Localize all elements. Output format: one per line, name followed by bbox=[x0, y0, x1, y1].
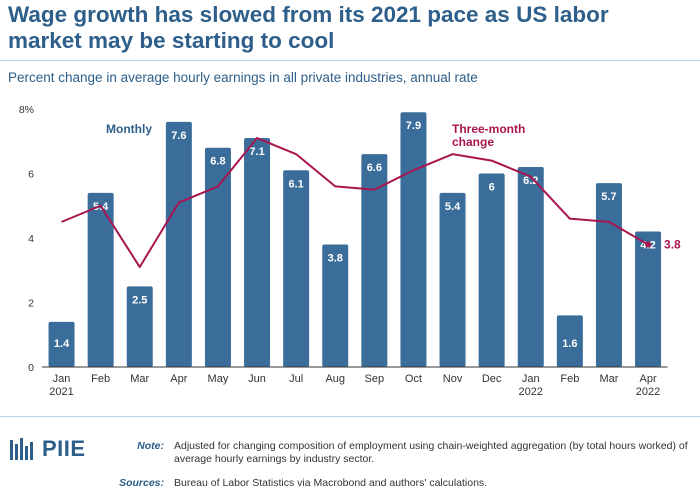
bar-value-label: 7.1 bbox=[249, 146, 264, 158]
x-tick-label: Feb bbox=[560, 373, 579, 385]
bar-value-label: 7.6 bbox=[171, 130, 186, 142]
footer-divider bbox=[0, 416, 700, 417]
x-tick-label: Jun bbox=[248, 373, 266, 385]
sources-label: Sources: bbox=[119, 477, 164, 489]
legend-three-month: Three-month change bbox=[452, 122, 525, 149]
x-tick-label: Dec bbox=[482, 373, 502, 385]
bar-15 bbox=[635, 231, 662, 367]
x-tick-label: Mar bbox=[599, 373, 618, 385]
x-tick-label-line: Mar bbox=[599, 373, 618, 385]
bar-value-label: 6.6 bbox=[367, 162, 382, 174]
x-tick-label: May bbox=[208, 373, 229, 385]
bar-value-label: 2.5 bbox=[132, 294, 147, 306]
y-tick-label: 0 bbox=[28, 362, 34, 374]
x-tick-label-line: Apr bbox=[170, 373, 187, 385]
piie-logo-icon bbox=[10, 438, 33, 460]
x-tick-label-line: Mar bbox=[130, 373, 149, 385]
x-tick-label-line: 2021 bbox=[49, 386, 73, 398]
x-tick-label-line: Jan bbox=[522, 373, 540, 385]
x-tick-label: Mar bbox=[130, 373, 149, 385]
bar-value-label: 6 bbox=[489, 182, 495, 194]
three-month-line bbox=[61, 137, 649, 269]
chart-title: Wage growth has slowed from its 2021 pac… bbox=[8, 2, 609, 53]
sources-text: Bureau of Labor Statistics via Macrobond… bbox=[174, 477, 488, 489]
x-tick-label-line: Sep bbox=[365, 373, 385, 385]
bar-value-label: 1.4 bbox=[54, 338, 70, 350]
bar-14 bbox=[595, 183, 622, 367]
bar-11 bbox=[478, 173, 505, 367]
note-label: Note: bbox=[137, 440, 164, 452]
logo-wordmark: PIIE bbox=[42, 436, 86, 461]
x-tick-label: Feb bbox=[91, 373, 110, 385]
x-tick-label-line: 2022 bbox=[636, 386, 660, 398]
x-tick-label: Apr bbox=[170, 373, 187, 385]
x-tick-label-line: Jun bbox=[248, 373, 266, 385]
x-tick-label: Aug bbox=[325, 373, 345, 385]
bar-0 bbox=[48, 321, 75, 367]
bar-4 bbox=[204, 147, 231, 367]
bar-value-label: 5.7 bbox=[601, 191, 616, 203]
line-end-label: 3.8 bbox=[664, 237, 681, 251]
y-tick-label: 8% bbox=[19, 104, 34, 116]
x-tick-label-line: May bbox=[208, 373, 229, 385]
y-tick-label: 2 bbox=[28, 298, 34, 310]
x-tick-label: Jan 2021 bbox=[49, 373, 73, 398]
bar-1 bbox=[87, 192, 114, 367]
line-end-point bbox=[645, 241, 652, 248]
bar-2 bbox=[126, 286, 153, 367]
x-tick-label-line: Jul bbox=[289, 373, 303, 385]
bar-value-label: 6.1 bbox=[289, 178, 304, 190]
x-tick-label-line: Oct bbox=[405, 373, 422, 385]
bar-13 bbox=[556, 315, 583, 367]
y-tick-label: 6 bbox=[28, 169, 34, 181]
x-tick-label: Jan 2022 bbox=[519, 373, 543, 398]
bar-value-label: 1.6 bbox=[562, 338, 577, 350]
legend-three-month-line: change bbox=[452, 135, 494, 149]
x-tick-label: Apr 2022 bbox=[636, 373, 660, 398]
x-tick-label-line: Nov bbox=[443, 373, 463, 385]
bar-6 bbox=[283, 170, 310, 367]
wage-growth-chart: 02468%1.45.42.57.66.87.16.13.86.67.95.46… bbox=[19, 104, 681, 398]
bar-value-label: 6.8 bbox=[210, 156, 225, 168]
y-tick-label: 4 bbox=[28, 233, 34, 245]
x-tick-label: Nov bbox=[443, 373, 463, 385]
piie-logo: PIIE bbox=[8, 436, 98, 462]
x-tick-label: Sep bbox=[365, 373, 385, 385]
bar-3 bbox=[165, 121, 192, 368]
legend-monthly: Monthly bbox=[106, 122, 152, 136]
x-tick-label-line: Aug bbox=[325, 373, 345, 385]
bar-7 bbox=[322, 244, 349, 367]
bar-5 bbox=[244, 138, 271, 367]
chart-subtitle: Percent change in average hourly earning… bbox=[8, 70, 478, 85]
bar-value-label: 6.2 bbox=[523, 175, 538, 187]
x-tick-label-line: Feb bbox=[560, 373, 579, 385]
x-tick-label-line: Jan bbox=[53, 373, 71, 385]
note-text: Adjusted for changing composition of emp… bbox=[174, 440, 688, 465]
bar-value-label: 7.9 bbox=[406, 120, 421, 132]
bar-10 bbox=[439, 192, 466, 367]
bar-9 bbox=[400, 112, 427, 367]
x-tick-label: Jul bbox=[289, 373, 303, 385]
x-tick-label: Oct bbox=[405, 373, 422, 385]
title-divider bbox=[0, 60, 700, 61]
bar-12 bbox=[517, 167, 544, 367]
bar-value-label: 3.8 bbox=[328, 252, 343, 264]
x-tick-label-line: Apr bbox=[639, 373, 656, 385]
x-tick-label-line: Dec bbox=[482, 373, 502, 385]
x-tick-label-line: 2022 bbox=[519, 386, 543, 398]
bar-8 bbox=[361, 154, 388, 367]
bar-value-label: 5.4 bbox=[445, 201, 461, 213]
legend-three-month-line: Three-month bbox=[452, 122, 525, 136]
x-tick-label-line: Feb bbox=[91, 373, 110, 385]
